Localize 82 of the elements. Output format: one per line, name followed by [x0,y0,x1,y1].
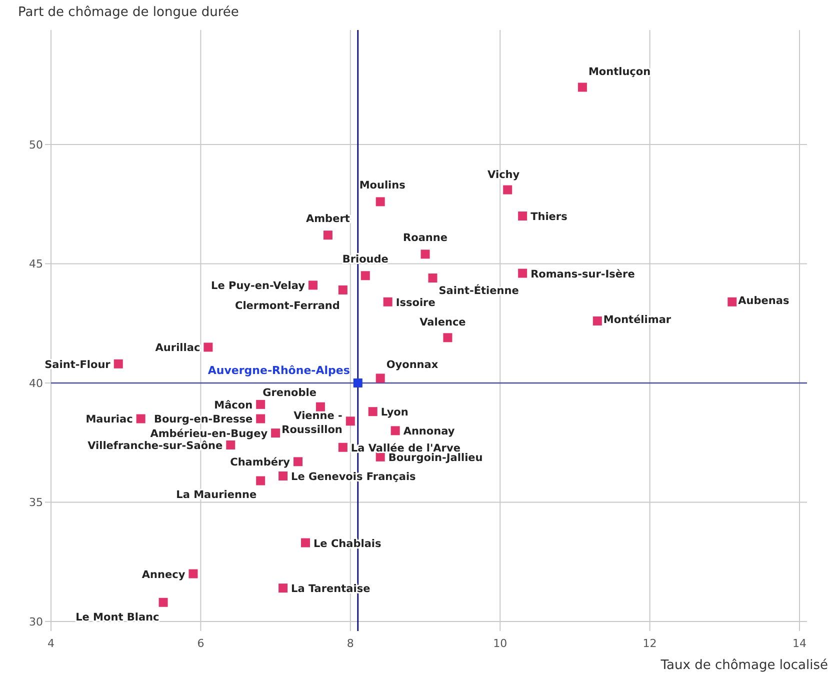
point [256,400,266,409]
y-tick-label: 40 [29,376,43,390]
annotation: La Maurienne [176,488,257,501]
point [346,416,355,426]
point [308,280,318,290]
point [204,342,213,352]
x-tick-label: 12 [642,636,657,650]
annotation: Lyon [380,406,408,419]
point [376,197,385,206]
point [383,297,392,306]
annotation: Grenoble [262,386,316,399]
y-tick-label: 30 [29,615,43,628]
annotation: Thiers [530,211,568,224]
point [518,268,528,278]
y-tick-label: 45 [29,258,43,271]
point [114,359,123,368]
annotation: Mâcon [214,399,253,412]
annotation: Clermont-Ferrand [235,300,340,312]
annotation: Roanne [403,232,448,244]
annotation: Mauriac [86,414,133,426]
annotation: Annonay [403,426,455,438]
annotation: Annecy [142,568,186,581]
point [136,414,146,424]
point [420,250,430,259]
point [188,569,198,578]
point [428,274,438,283]
annotation: Le Mont Blanc [76,611,160,624]
point [226,440,236,450]
point [158,598,168,607]
annotation: Saint-Étienne [438,284,519,298]
y-axis-title: Part de chômage de longue durée [18,5,239,20]
point [728,297,737,306]
y-tick-label: 50 [29,138,43,152]
annotation: Vienne - Roussillon [282,410,342,436]
x-tick-label: 6 [197,636,204,650]
point [353,378,362,388]
annotation: Montluçon [588,66,651,78]
point [390,426,400,436]
point [443,333,452,342]
series-label: Auvergne-Rhône-Alpes [208,364,350,377]
x-tick-label: 14 [792,636,807,650]
annotation: Montélimar [603,314,672,326]
annotation: Oyonnax [386,359,438,372]
point [294,457,303,466]
annotation: Ambérieu-en-Bugey [150,428,268,440]
y-tick-label: 35 [29,496,43,510]
point [503,185,512,194]
point [256,414,266,424]
annotation: Vichy [488,168,520,181]
annotation: Chambéry [230,456,290,469]
point [271,428,280,438]
annotation: Bourgoin-Jallieu [388,452,483,464]
annotation: Aubenas [738,294,790,307]
point [368,407,378,416]
point [592,316,602,326]
annotation: Villefranche-sur-Saône [88,440,223,452]
point [256,476,266,486]
point [376,452,385,462]
point [518,212,528,221]
annotation: Saint-Flour [44,358,112,371]
point [578,82,587,92]
annotation: Valence [420,316,466,329]
annotation: Moulins [359,180,406,192]
point [300,538,310,548]
point [278,471,288,480]
annotation: Le Puy-en-Velay [211,280,306,292]
x-axis-title: Taux de chômage localisé [660,658,828,673]
x-tick-label: 10 [493,636,508,650]
point [316,402,325,412]
point [376,374,385,383]
annotation: Issoire [396,296,436,309]
point [360,271,370,280]
point [323,230,332,240]
annotation: Aurillac [155,342,200,354]
annotation: Ambert [306,213,350,226]
point [338,442,348,452]
x-tick-label: 8 [346,636,354,650]
annotation: Romans-sur-Isère [530,268,635,280]
point [278,584,288,593]
point [338,285,348,294]
annotation: Bourg-en-Bresse [154,414,253,426]
x-tick-label: 4 [48,636,54,650]
